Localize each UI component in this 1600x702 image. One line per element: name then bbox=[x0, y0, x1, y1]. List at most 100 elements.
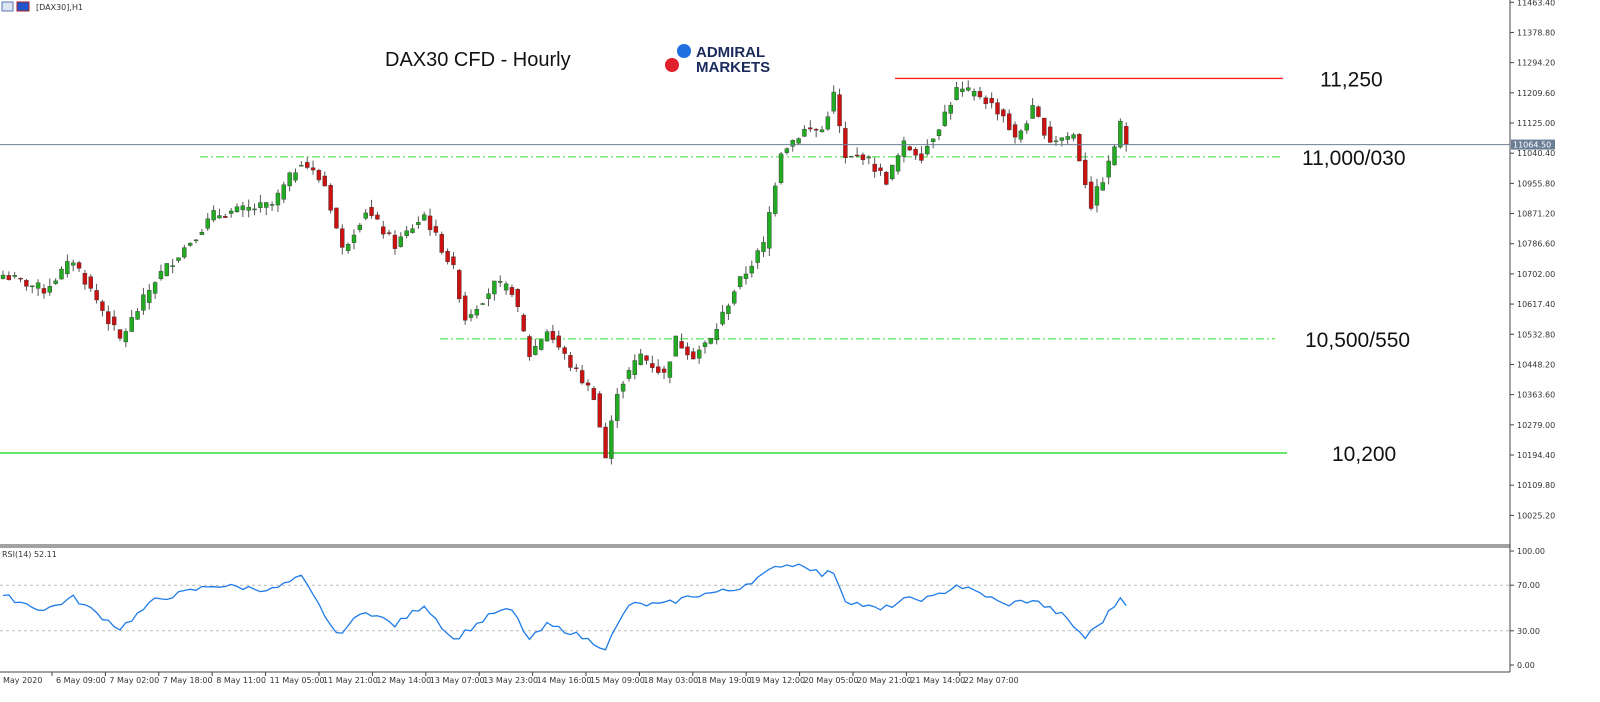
logo-line1: ADMIRAL bbox=[696, 44, 765, 61]
candle-body bbox=[281, 184, 286, 200]
candle-body bbox=[363, 212, 368, 219]
time-tick-label: 18 May 03:00 bbox=[643, 676, 698, 685]
candle-body bbox=[527, 336, 532, 357]
price-tick-label: 10871.20 bbox=[1517, 210, 1555, 219]
candle-body bbox=[884, 171, 889, 185]
rsi-pane: 100.00 70.00 30.00 0.00 bbox=[0, 547, 1545, 670]
candle-body bbox=[1024, 123, 1029, 131]
rsi-line bbox=[2, 563, 1127, 651]
chart-window-icon[interactable] bbox=[1, 1, 14, 12]
candle-body bbox=[691, 351, 696, 360]
logo-line2: MARKETS bbox=[696, 59, 770, 76]
candle-body bbox=[878, 167, 883, 171]
candle-body bbox=[445, 251, 450, 262]
rsi-tick-label: 30.00 bbox=[1517, 627, 1540, 636]
candle-body bbox=[737, 276, 743, 287]
candle-body bbox=[24, 279, 29, 287]
candle-body bbox=[41, 288, 47, 294]
candle-body bbox=[533, 346, 538, 355]
candle-body bbox=[860, 154, 866, 161]
time-tick-label: 8 May 11:00 bbox=[216, 676, 266, 685]
candle-body bbox=[0, 274, 6, 279]
candle-body bbox=[913, 148, 918, 156]
candle-body bbox=[427, 215, 433, 231]
candle-body bbox=[94, 290, 99, 301]
candle-body bbox=[936, 129, 942, 136]
price-tick-label: 11463.40 bbox=[1517, 0, 1555, 7]
price-tick-label: 10279.00 bbox=[1517, 421, 1555, 430]
chart-title: DAX30 CFD - Hourly bbox=[385, 49, 571, 71]
candle-body bbox=[650, 363, 655, 368]
candle-body bbox=[696, 349, 702, 359]
candle-body bbox=[983, 97, 988, 105]
candle-body bbox=[164, 263, 170, 277]
candle-body bbox=[30, 285, 35, 288]
candle-body bbox=[503, 283, 509, 291]
candle-body bbox=[252, 208, 257, 211]
candle-body bbox=[492, 280, 497, 295]
level-label: 11,250 bbox=[1320, 68, 1383, 91]
candle-body bbox=[1100, 182, 1106, 191]
candle-body bbox=[556, 335, 561, 348]
candle-body bbox=[1077, 134, 1082, 162]
candle-body bbox=[59, 268, 64, 280]
candle-body bbox=[310, 167, 316, 171]
candle-body bbox=[977, 91, 983, 98]
candle-body bbox=[714, 329, 719, 341]
candle-body bbox=[316, 170, 322, 181]
candle-body bbox=[1001, 109, 1006, 117]
candle-body bbox=[615, 394, 620, 421]
time-tick-label: 20 May 05:00 bbox=[804, 676, 859, 685]
candle-body bbox=[269, 204, 275, 206]
strategy-tester-icon[interactable] bbox=[16, 1, 30, 12]
candle-body bbox=[111, 316, 117, 326]
candle-body bbox=[1012, 124, 1018, 138]
candle-body bbox=[667, 361, 673, 378]
candle-body bbox=[357, 224, 363, 230]
candle-body bbox=[1065, 136, 1070, 140]
time-tick-label: 22 May 07:00 bbox=[964, 676, 1019, 685]
candle-body bbox=[767, 212, 772, 249]
rsi-label: RSI(14) 52.11 bbox=[2, 550, 57, 559]
candle-body bbox=[854, 154, 860, 157]
candle-body bbox=[673, 335, 678, 357]
candle-body bbox=[509, 287, 515, 295]
candle-body bbox=[340, 228, 345, 248]
candle-body bbox=[1030, 105, 1035, 119]
candle-body bbox=[1118, 120, 1123, 148]
symbol-label: [DAX30],H1 bbox=[36, 3, 83, 12]
candle-body bbox=[65, 261, 70, 275]
candle-body bbox=[158, 271, 164, 280]
candle-body bbox=[375, 214, 380, 220]
price-tick-label: 10702.00 bbox=[1517, 270, 1555, 279]
candle-body bbox=[813, 128, 819, 131]
time-tick-label: 21 May 14:00 bbox=[910, 676, 965, 685]
candle-body bbox=[761, 242, 766, 252]
candle-body bbox=[644, 355, 649, 361]
candle-body bbox=[661, 368, 667, 373]
candle-body bbox=[901, 140, 907, 157]
time-tick-label: 18 May 19:00 bbox=[697, 676, 752, 685]
candle-body bbox=[890, 164, 895, 180]
candle-body bbox=[70, 262, 76, 266]
candle-body bbox=[106, 311, 111, 325]
candle-body bbox=[954, 87, 959, 100]
candle-body bbox=[925, 145, 930, 155]
header: [DAX30],H1 bbox=[1, 1, 83, 12]
candle-body bbox=[246, 206, 251, 211]
price-tick-label: 11378.80 bbox=[1517, 28, 1555, 37]
candle-body bbox=[217, 215, 222, 219]
candle-body bbox=[404, 230, 409, 236]
candle-body bbox=[392, 234, 398, 249]
candle-body bbox=[837, 94, 842, 127]
candle-body bbox=[351, 234, 357, 243]
price-tick-label: 11209.60 bbox=[1517, 89, 1555, 98]
candle-body bbox=[825, 116, 831, 130]
candle-body bbox=[12, 275, 17, 277]
candle-body bbox=[550, 331, 556, 340]
candle-body bbox=[369, 207, 374, 216]
candle-body bbox=[831, 91, 836, 112]
candle-body bbox=[685, 346, 690, 356]
candle-body bbox=[223, 216, 228, 218]
candle-body bbox=[433, 226, 439, 233]
